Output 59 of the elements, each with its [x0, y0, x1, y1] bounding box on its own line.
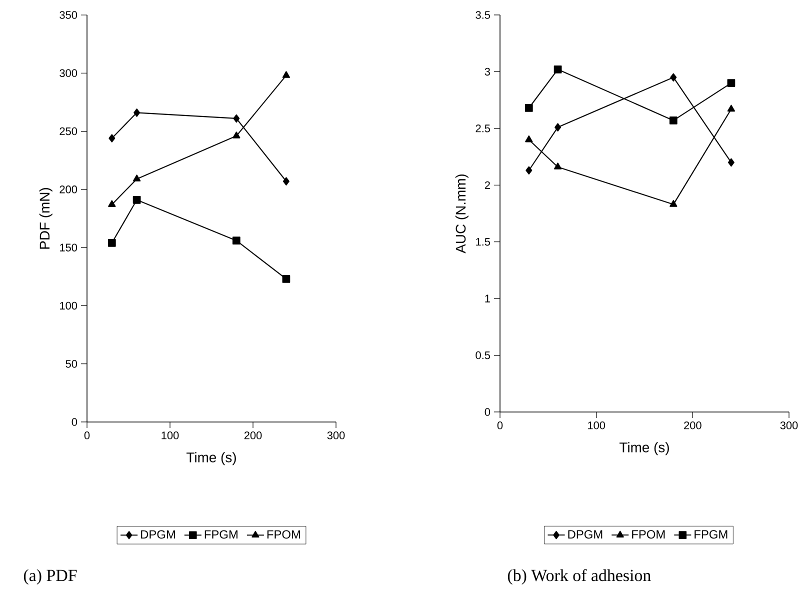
- y-tick-label: 100: [60, 302, 78, 310]
- x-axis-title: Time (s): [620, 442, 669, 456]
- point: [282, 71, 290, 78]
- y-tick-label: 3.5: [476, 11, 490, 19]
- x-tick-label: 300: [780, 422, 798, 430]
- y-tick-label: 50: [66, 360, 78, 368]
- point: [134, 108, 140, 117]
- y-tick-label: 300: [60, 69, 78, 78]
- point: [554, 65, 562, 74]
- point: [669, 116, 678, 124]
- y-tick-label: 350: [60, 11, 78, 19]
- point: [108, 200, 116, 207]
- y-axis-title: AUC (N.mm): [455, 174, 468, 254]
- y-tick-label: 250: [60, 127, 78, 136]
- point: [727, 104, 736, 112]
- point: [526, 166, 532, 175]
- point: [232, 132, 240, 138]
- point: [670, 73, 677, 82]
- x-axis-title: Time (s): [186, 452, 236, 466]
- y-tick-label: 1: [485, 294, 490, 302]
- legend-label: FPOM: [267, 530, 300, 539]
- point: [554, 162, 562, 170]
- point: [282, 177, 290, 186]
- y-tick-label: 200: [60, 186, 78, 194]
- point: [282, 275, 290, 283]
- point: [233, 114, 240, 123]
- legend-label: FPGM: [694, 530, 728, 539]
- y-tick-label: 2: [484, 181, 490, 189]
- point: [727, 79, 736, 87]
- x-tick-label: 200: [244, 432, 262, 440]
- y-tick-label: 2.5: [476, 124, 490, 132]
- point: [554, 123, 562, 132]
- point: [108, 238, 116, 247]
- point: [132, 196, 141, 204]
- y-axis-title: PDF (mN): [39, 188, 52, 249]
- y-tick-label: 150: [60, 244, 78, 252]
- x-tick-label: 200: [684, 422, 702, 430]
- y-tick-label: 0.5: [476, 351, 490, 360]
- legend-label: DPGM: [141, 530, 175, 539]
- x-tick-label: 0: [497, 422, 503, 430]
- x-tick-label: 100: [588, 422, 606, 430]
- point: [728, 158, 734, 167]
- point: [232, 236, 240, 245]
- x-tick-label: 0: [84, 432, 90, 440]
- y-tick-label: 1.5: [476, 238, 490, 246]
- legend-label: DPGM: [568, 530, 602, 539]
- point: [670, 200, 678, 207]
- text: (a) PDF: [24, 569, 77, 585]
- y-tick-label: 0: [484, 408, 490, 416]
- point: [525, 135, 533, 142]
- legend-label: FPGM: [204, 530, 238, 539]
- point: [108, 134, 116, 142]
- x-tick-label: 100: [162, 432, 179, 440]
- point: [132, 174, 141, 182]
- legend-label: FPOM: [632, 530, 665, 539]
- point: [524, 104, 533, 112]
- y-tick-label: 3: [484, 68, 490, 76]
- text: (b) Work of adhesion: [508, 569, 651, 585]
- x-tick-label: 300: [327, 432, 345, 440]
